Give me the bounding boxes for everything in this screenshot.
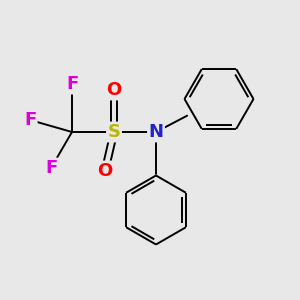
Text: O: O <box>106 81 122 99</box>
Text: N: N <box>148 123 164 141</box>
Text: O: O <box>98 162 112 180</box>
Text: F: F <box>24 111 36 129</box>
Text: S: S <box>107 123 121 141</box>
Text: F: F <box>45 159 57 177</box>
Text: F: F <box>66 75 78 93</box>
